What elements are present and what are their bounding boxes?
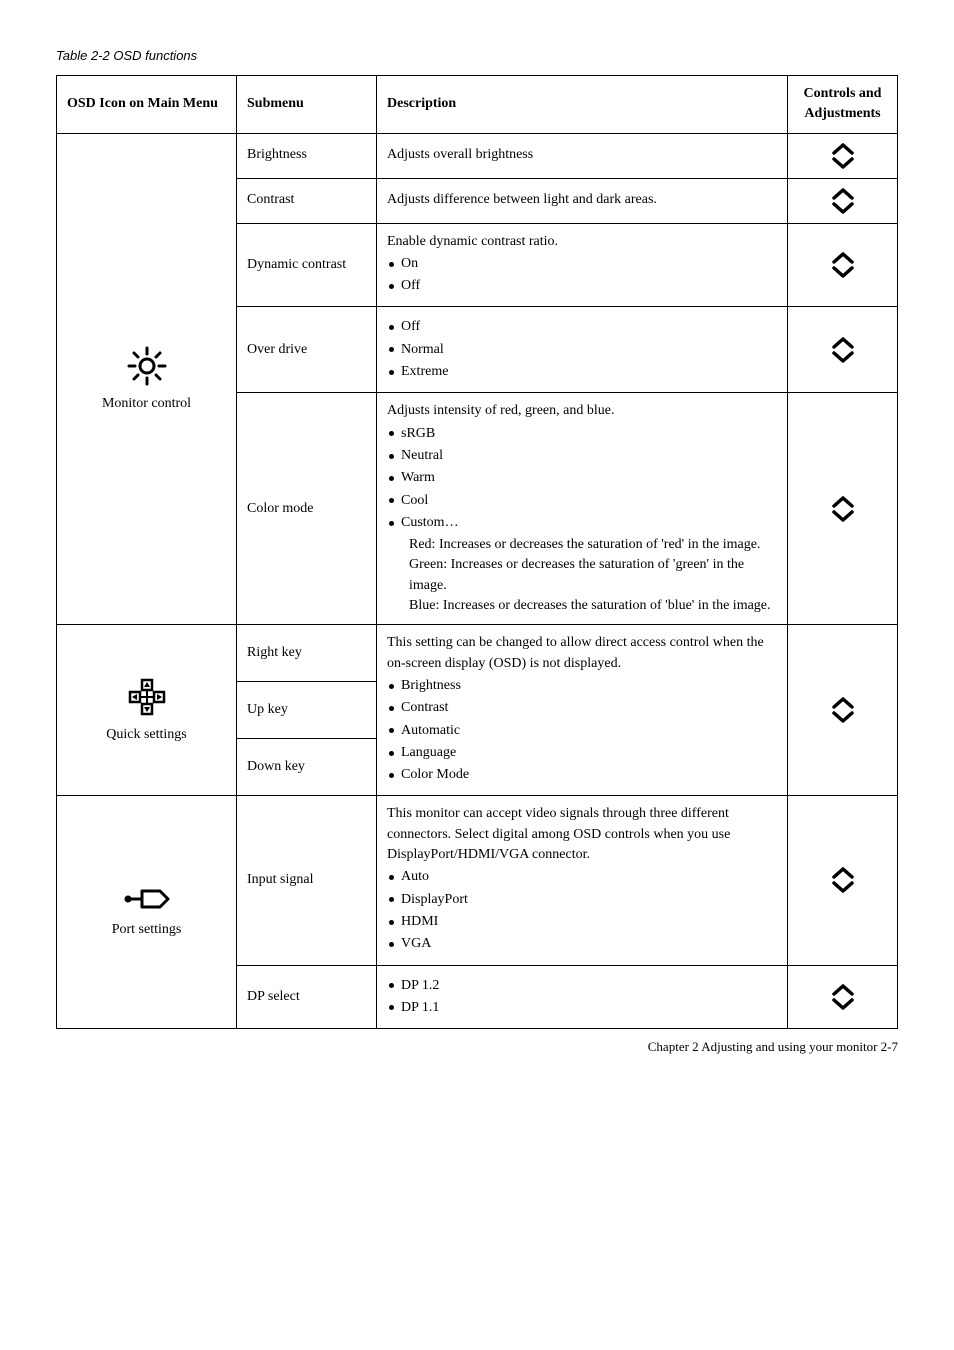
submenu-cell: Right key <box>237 625 377 682</box>
chevron-down-icon <box>831 509 855 523</box>
description-cell: Adjusts difference between light and dar… <box>377 178 788 223</box>
desc-lead: This monitor can accept video signals th… <box>387 804 777 865</box>
main-menu-label: Port settings <box>67 920 226 940</box>
chevron-down-icon <box>831 880 855 894</box>
header-controls: Controls and Adjustments <box>788 76 898 134</box>
list-item: Custom… <box>387 513 777 533</box>
controls-cell <box>788 133 898 178</box>
chevron-up-icon <box>831 142 855 156</box>
list-item: Auto <box>387 867 777 887</box>
list-item: Extreme <box>387 362 777 382</box>
table-caption: Table 2-2 OSD functions <box>56 48 898 63</box>
chevron-up-icon <box>831 187 855 201</box>
main-menu-port-settings: Port settings <box>57 796 237 1029</box>
chevron-down-icon <box>831 265 855 279</box>
controls-cell <box>788 178 898 223</box>
submenu-cell: Over drive <box>237 307 377 393</box>
chevron-up-icon <box>831 336 855 350</box>
list-item: Language <box>387 743 777 763</box>
color-sub-green: Green: Increases or decreases the satura… <box>387 555 777 596</box>
chevron-up-icon <box>831 495 855 509</box>
dpad-icon <box>125 675 169 719</box>
chevron-down-icon <box>831 710 855 724</box>
chevron-down-icon <box>831 350 855 364</box>
submenu-cell: DP select <box>237 965 377 1029</box>
main-menu-monitor-control: Monitor control <box>57 133 237 625</box>
controls-cell <box>788 393 898 625</box>
controls-cell <box>788 625 898 796</box>
list-item: On <box>387 254 777 274</box>
controls-cell <box>788 307 898 393</box>
controls-cell <box>788 223 898 307</box>
table-row: Quick settings Right key This setting ca… <box>57 625 898 682</box>
list-item: sRGB <box>387 424 777 444</box>
header-main-menu: OSD Icon on Main Menu <box>57 76 237 134</box>
description-cell: This setting can be changed to allow dir… <box>377 625 788 796</box>
list-item: HDMI <box>387 912 777 932</box>
list-item: Automatic <box>387 721 777 741</box>
list-item: Normal <box>387 340 777 360</box>
header-submenu: Submenu <box>237 76 377 134</box>
submenu-cell: Color mode <box>237 393 377 625</box>
main-menu-label: Quick settings <box>67 725 226 745</box>
list-item: Brightness <box>387 676 777 696</box>
list-item: Cool <box>387 491 777 511</box>
description-cell: Adjusts overall brightness <box>377 133 788 178</box>
description-cell: Off Normal Extreme <box>377 307 788 393</box>
submenu-cell: Contrast <box>237 178 377 223</box>
controls-cell <box>788 965 898 1029</box>
list-item: VGA <box>387 934 777 954</box>
port-icon <box>122 884 172 914</box>
brightness-icon <box>125 344 169 388</box>
list-item: Neutral <box>387 446 777 466</box>
description-cell: This monitor can accept video signals th… <box>377 796 788 965</box>
desc-lead: Adjusts intensity of red, green, and blu… <box>387 401 777 421</box>
header-controls-l1: Controls and <box>804 86 882 101</box>
submenu-cell: Brightness <box>237 133 377 178</box>
chevron-up-icon <box>831 983 855 997</box>
list-item: Off <box>387 317 777 337</box>
page-footer: Chapter 2 Adjusting and using your monit… <box>56 1039 898 1055</box>
chevron-down-icon <box>831 997 855 1011</box>
chevron-down-icon <box>831 201 855 215</box>
list-item: Off <box>387 276 777 296</box>
list-item: DisplayPort <box>387 890 777 910</box>
color-sub-blue: Blue: Increases or decreases the saturat… <box>387 596 777 616</box>
submenu-cell: Down key <box>237 739 377 796</box>
header-description: Description <box>377 76 788 134</box>
chevron-down-icon <box>831 156 855 170</box>
chevron-up-icon <box>831 251 855 265</box>
controls-cell <box>788 796 898 965</box>
submenu-cell: Input signal <box>237 796 377 965</box>
description-cell: Adjusts intensity of red, green, and blu… <box>377 393 788 625</box>
submenu-cell: Up key <box>237 682 377 739</box>
color-sub-red: Red: Increases or decreases the saturati… <box>387 535 777 555</box>
list-item: DP 1.2 <box>387 976 777 996</box>
chevron-up-icon <box>831 866 855 880</box>
description-cell: Enable dynamic contrast ratio. On Off <box>377 223 788 307</box>
list-item: Warm <box>387 468 777 488</box>
main-menu-quick-settings: Quick settings <box>57 625 237 796</box>
table-row: Monitor control Brightness Adjusts overa… <box>57 133 898 178</box>
list-item: Contrast <box>387 698 777 718</box>
list-item: Color Mode <box>387 765 777 785</box>
desc-lead: Enable dynamic contrast ratio. <box>387 232 777 252</box>
main-menu-label: Monitor control <box>67 394 226 414</box>
description-cell: DP 1.2 DP 1.1 <box>377 965 788 1029</box>
desc-lead: This setting can be changed to allow dir… <box>387 633 777 674</box>
table-header-row: OSD Icon on Main Menu Submenu Descriptio… <box>57 76 898 134</box>
chevron-up-icon <box>831 696 855 710</box>
header-controls-l2: Adjustments <box>804 106 880 121</box>
list-item: DP 1.1 <box>387 998 777 1018</box>
osd-functions-table: OSD Icon on Main Menu Submenu Descriptio… <box>56 75 898 1029</box>
submenu-cell: Dynamic contrast <box>237 223 377 307</box>
table-row: Port settings Input signal This monitor … <box>57 796 898 965</box>
